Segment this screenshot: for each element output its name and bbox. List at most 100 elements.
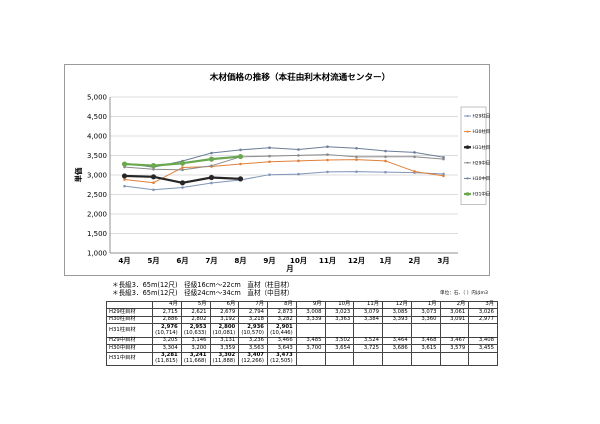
table-cell: 3,023 (324, 308, 355, 317)
data-point (152, 188, 155, 192)
table-column-header: 8月 (267, 300, 297, 310)
table-cell: 2,977 (468, 315, 498, 325)
cell-volume: (12,505) (270, 358, 293, 365)
x-tick-label: 5月 (147, 256, 159, 265)
y-tick-label: 4,500 (87, 113, 107, 121)
cell-volume: (11,815) (155, 358, 178, 365)
x-tick-label: 12月 (348, 256, 365, 265)
data-point (208, 156, 215, 162)
y-tick-label: 1,000 (87, 249, 107, 257)
table-cell: 2,802 (180, 315, 211, 325)
cell-volume: (10,714) (155, 329, 178, 336)
legend-label: H29柱目材 (473, 113, 491, 120)
data-point (326, 170, 329, 174)
table-cell: 2,976 (10,714) (152, 323, 182, 338)
table-cell: 3,468 (410, 336, 441, 346)
table-body: H29柱目材 2,715 2,621 2,679 2,794 2,873 3,008 3,02… (106, 308, 498, 367)
data-point (210, 164, 213, 168)
table-cell: 3,205 (152, 336, 182, 346)
data-point (355, 158, 358, 161)
table-cell (382, 351, 412, 367)
series-line (124, 171, 444, 191)
table-cell: 3,485 (295, 336, 326, 346)
table-cell (353, 323, 383, 338)
table-cell: 2,800 (10,081) (209, 323, 240, 338)
table-cell (353, 351, 383, 367)
table-cell: 3,359 (209, 344, 240, 353)
table-row: H29中目材 3,205 3,146 3,131 3,236 3,466 3,485 3,50… (106, 336, 498, 346)
table-cell: 3,455 (468, 344, 498, 353)
x-tick-label: 2月 (408, 256, 420, 265)
table-cell: 2,953 (10,633) (180, 323, 211, 338)
table-cell: 3,281 (11,815) (152, 351, 182, 367)
table-cell: 3,407 (12,266) (238, 351, 268, 367)
x-tick-label: 10月 (290, 256, 307, 265)
x-tick-label: 9月 (263, 256, 275, 265)
cell-volume: (10,633) (183, 329, 207, 336)
data-point (355, 170, 358, 173)
table-cell: 2,621 (180, 308, 211, 317)
data-point (210, 181, 213, 185)
data-point (355, 155, 358, 159)
cell-value: 2,901 (275, 323, 293, 330)
unit-note: 単位：石、（ ）内はm3 (440, 291, 488, 296)
row-label: H31柱目材 (106, 323, 153, 338)
table-cell: 3,466 (267, 336, 297, 346)
data-point (297, 172, 300, 176)
y-tick-label: 4,000 (87, 132, 107, 140)
table-cell: 3,073 (410, 308, 441, 317)
legend-label: H31中目材 (473, 191, 491, 198)
table-column-header: 4月 (152, 300, 182, 310)
data-point (239, 162, 242, 166)
table-cell: 3,008 (295, 308, 326, 317)
table-cell: 3,085 (382, 308, 412, 317)
table-cell: 3,408 (468, 336, 498, 346)
data-point (413, 155, 416, 159)
table-column-header: 9月 (295, 300, 326, 310)
table-cell: 3,131 (209, 336, 240, 346)
y-tick-label: 2,500 (87, 191, 107, 199)
table-cell (410, 323, 441, 338)
table-cell: 3,579 (439, 344, 470, 353)
table-cell: 3,079 (353, 308, 383, 317)
table-cell (410, 351, 441, 367)
data-point (384, 149, 387, 153)
line-chart: 木材価格の推移（本荘由利木材流通センター） 1,000 1,500 2,000 2,50… (74, 71, 491, 273)
table-cell: 3,700 (295, 344, 326, 353)
y-tick-label: 2,000 (87, 210, 107, 218)
table-cell: 2,873 (267, 308, 297, 317)
cell-volume: (10,081) (212, 329, 236, 336)
row-label: H30柱目材 (106, 315, 153, 325)
table-cell (295, 323, 326, 338)
data-point (181, 168, 184, 172)
cell-value: 2,936 (247, 323, 264, 330)
cell-value: 3,473 (275, 352, 293, 359)
data-point (442, 174, 445, 178)
data-point (326, 145, 329, 149)
table-cell: 3,302 (11,888) (209, 351, 240, 367)
data-point (442, 172, 445, 176)
data-point (297, 154, 300, 157)
data-point (150, 163, 157, 169)
legend-label: H30柱目材 (473, 128, 491, 135)
y-axis-label: 単価 (74, 167, 83, 182)
data-point (152, 181, 155, 185)
data-point (152, 168, 155, 171)
legend-swatch-dot (465, 145, 470, 149)
data-point (237, 176, 244, 182)
data-point (179, 180, 186, 186)
legend-label: H29中目材 (473, 159, 491, 166)
table-corner (106, 300, 153, 310)
x-tick-label: 3月 (437, 256, 449, 265)
cell-volume: (10,446) (270, 329, 293, 336)
series-line (124, 146, 444, 168)
data-point (297, 148, 300, 151)
data-point (326, 158, 329, 162)
data-point (181, 166, 184, 169)
table-cell: 3,502 (324, 336, 355, 346)
table-cell: 3,473 (12,505) (267, 351, 297, 367)
table-column-header: 3月 (468, 300, 498, 310)
table-cell (382, 323, 412, 338)
data-point (413, 170, 416, 173)
data-point (121, 173, 128, 179)
